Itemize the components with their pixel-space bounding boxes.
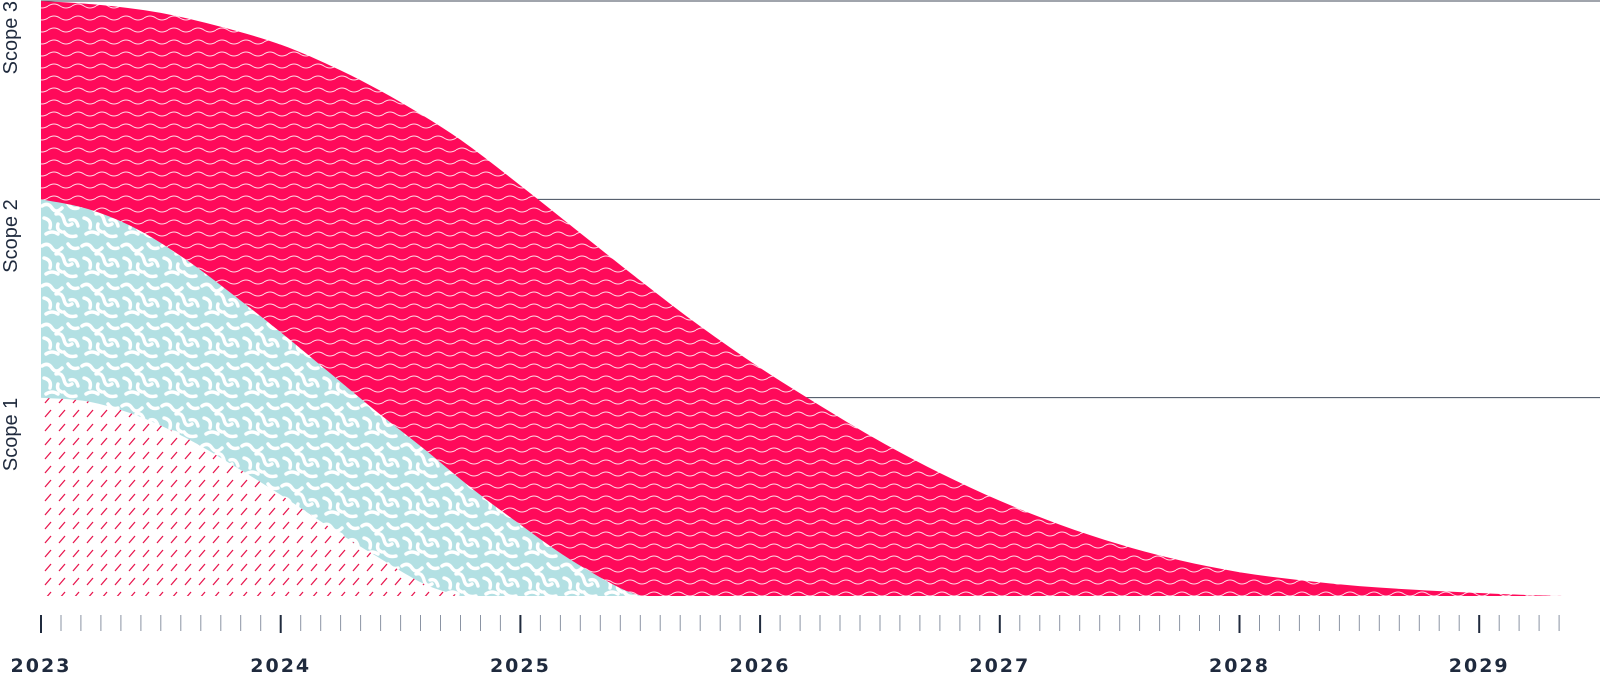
band-label-scope-3: Scope 3 [0,1,22,74]
tick-label-2023: 2023 [11,655,72,677]
tick-label-2027: 2027 [969,655,1030,677]
area-scope-1 [41,397,461,596]
tick-label-2026: 2026 [730,655,791,677]
x-axis: 2023 2024 2025 2026 2027 2028 2029 [11,615,1560,677]
band-label-scope-2: Scope 2 [0,199,22,272]
tick-label-2029: 2029 [1449,655,1510,677]
tick-label-2024: 2024 [250,655,311,677]
band-labels: Scope 1 Scope 2 Scope 3 [0,1,22,471]
area-series [41,1,1564,597]
tick-label-2025: 2025 [490,655,551,677]
band-label-scope-1: Scope 1 [0,398,22,471]
tick-label-2028: 2028 [1209,655,1270,677]
